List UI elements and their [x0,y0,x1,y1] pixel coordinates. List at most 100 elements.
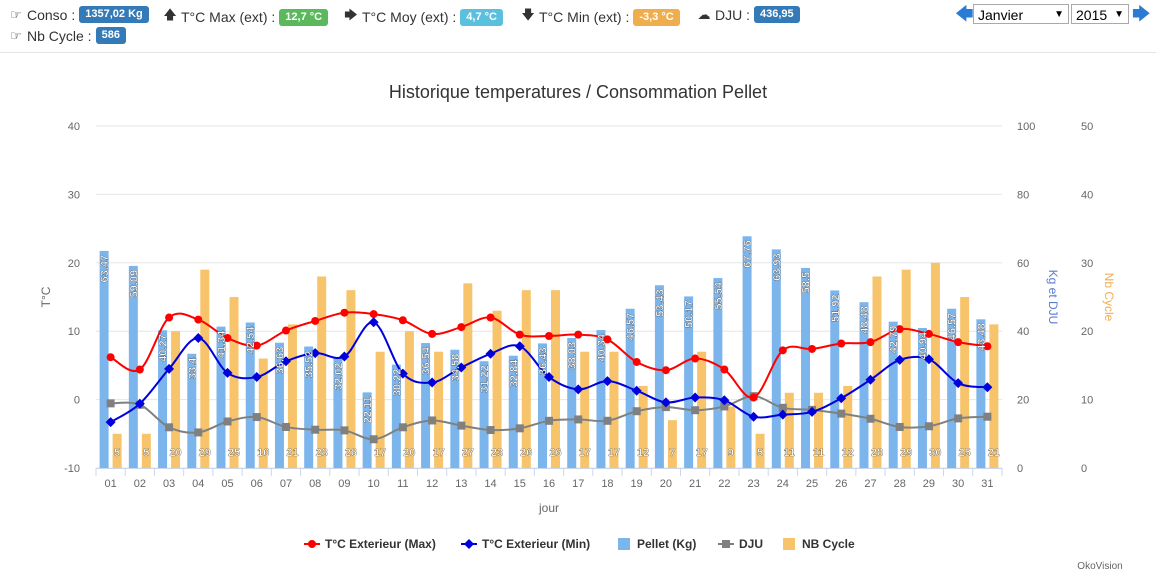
data-label-nbcycle: 17 [696,447,708,459]
stat-tmoy-label: T°C Moy (ext) : [362,9,457,25]
point-tmax [632,357,641,366]
point-tmax [691,354,700,363]
data-label-pellet: 58.5 [801,272,813,293]
data-label-pellet: 53.43 [654,289,666,317]
point-tmax [252,341,261,350]
prev-month-button[interactable]: 🡄 [955,3,974,25]
chart-legend: T°C Exterieur (Max) T°C Exterieur (Min) Pe… [304,537,855,551]
point-tmax [486,313,495,322]
point-tmin [222,367,233,378]
legend-item-label: T°C Exterieur (Max) [325,537,436,551]
bar-pellet [158,330,168,468]
point-tmax [778,346,787,355]
point-tmin [573,384,584,395]
temperature-consumption-chart: Historique temperatures / Consommation P… [39,82,1123,572]
data-label-nbcycle: 20 [169,447,181,459]
bar-pellet [976,319,986,468]
point-tmax [895,325,904,334]
data-label-nbcycle: 26 [549,447,561,459]
point-tmin [953,378,964,389]
point-tmax [135,365,144,374]
stat-conso-label: Conso : [27,6,76,23]
bar-pellet [947,308,957,468]
point-dju [837,409,846,418]
point-tmin [456,362,467,373]
data-label-nbcycle: 20 [403,447,415,459]
legend-item-label: T°C Exterieur (Min) [482,537,590,551]
x-tick-label: 15 [514,478,526,490]
bar-pellet [742,236,752,468]
point-tmin [485,348,496,359]
x-tick-label: 18 [601,478,613,490]
x-tick-label: 01 [104,478,116,490]
stat-nbcycle-label: Nb Cycle : [27,27,92,44]
bar-pellet [801,267,811,468]
point-dju [545,416,553,425]
data-label-pellet: 40.27 [158,334,170,362]
bar-nbcycle [667,420,677,468]
bar-nbcycle [463,283,473,468]
bar-pellet [508,355,518,468]
y-right1-tick-label: 40 [1017,326,1029,338]
legend-item-label: Pellet (Kg) [637,537,696,551]
y-left-axis-title: T°C [39,286,53,307]
y-left-tick-label: 40 [68,121,80,133]
x-tick-label: 08 [309,478,321,490]
data-label-pellet: 41.34 [216,330,228,358]
data-label-nbcycle: 17 [432,447,444,459]
chart-data-labels: 63.47 59.09 40.27 33.4 41.34 42.54 36.63 35.52 3… [99,240,1000,459]
legend-symbol [783,538,795,550]
point-dju [954,414,963,423]
point-dju [574,415,583,424]
arrow-right-icon: 🡆 [344,7,358,22]
data-label-pellet: 63.93 [771,253,783,281]
month-select[interactable]: Janvier ▼ [973,4,1069,24]
point-tmax [281,326,290,335]
x-tick-label: 21 [689,478,701,490]
bar-pellet [304,346,314,468]
point-tmax [808,344,817,353]
point-tmax [749,393,758,402]
bar-pellet [99,250,109,468]
data-label-nbcycle: 5 [143,447,149,459]
point-dju [720,402,729,411]
x-tick-label: 17 [572,478,584,490]
point-tmin [105,417,116,428]
next-month-button[interactable]: 🡆 [1132,3,1151,25]
bar-pellet [362,392,372,468]
stat-tmax-label: T°C Max (ext) : [181,9,276,25]
point-tmax [603,335,612,344]
bar-nbcycle [784,392,794,468]
x-tick-label: 27 [864,478,876,490]
x-tick-label: 16 [543,478,555,490]
x-tick-label: 31 [981,478,993,490]
data-label-pellet: 36.43 [538,347,550,375]
data-label-nbcycle: 5 [757,447,763,459]
bar-nbcycle [287,324,297,468]
x-tick-label: 09 [338,478,350,490]
y-left-tick-label: 10 [68,326,80,338]
x-tick-label: 22 [718,478,730,490]
bar-pellet [274,342,284,468]
point-tmax [545,331,553,340]
x-tick-label: 19 [631,478,643,490]
x-tick-label: 26 [835,478,847,490]
bar-nbcycle [930,262,940,468]
legend-symbol [618,538,630,550]
data-label-pellet: 38.03 [567,342,579,370]
legend-symbol [308,540,316,548]
bar-nbcycle [112,433,122,468]
bar-pellet [128,265,138,468]
year-select[interactable]: 2015 ▼ [1071,4,1129,24]
point-tmax [661,366,670,375]
data-label-nbcycle: 11 [813,447,825,459]
data-label-pellet: 42.54 [245,326,257,354]
x-tick-label: 14 [484,478,496,490]
x-tick-label: 30 [952,478,964,490]
point-dju [515,424,524,433]
data-label-nbcycle: 12 [842,447,854,459]
data-label-pellet: 36.54 [421,346,433,374]
bar-nbcycle [229,297,239,468]
point-tmax [165,313,174,322]
bar-pellet [333,358,343,468]
